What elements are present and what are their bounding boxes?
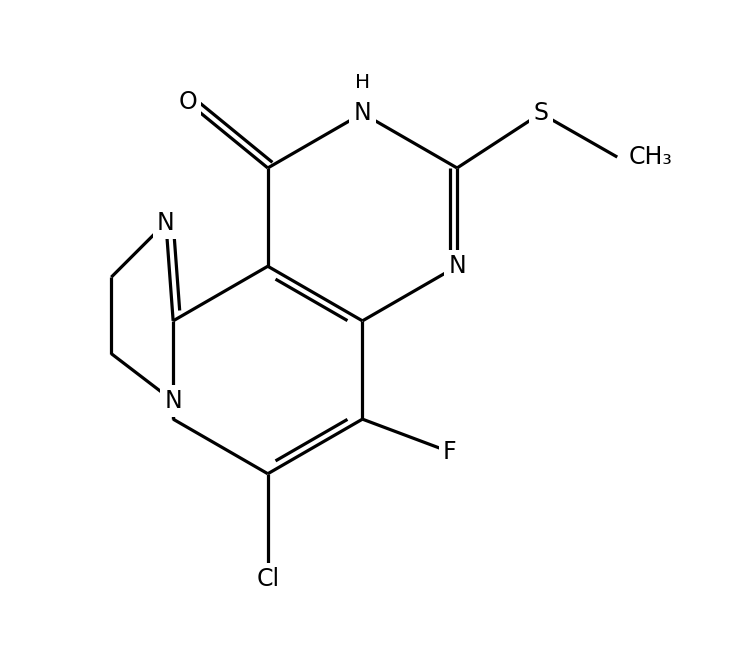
Text: F: F bbox=[443, 440, 457, 464]
Text: N: N bbox=[354, 101, 371, 125]
Text: S: S bbox=[533, 101, 548, 125]
Text: N: N bbox=[157, 210, 175, 234]
Text: N: N bbox=[448, 254, 466, 278]
Text: N: N bbox=[164, 389, 182, 413]
Text: O: O bbox=[179, 90, 197, 114]
Text: Cl: Cl bbox=[256, 567, 280, 591]
Text: H: H bbox=[355, 73, 370, 92]
Text: CH₃: CH₃ bbox=[628, 145, 672, 169]
